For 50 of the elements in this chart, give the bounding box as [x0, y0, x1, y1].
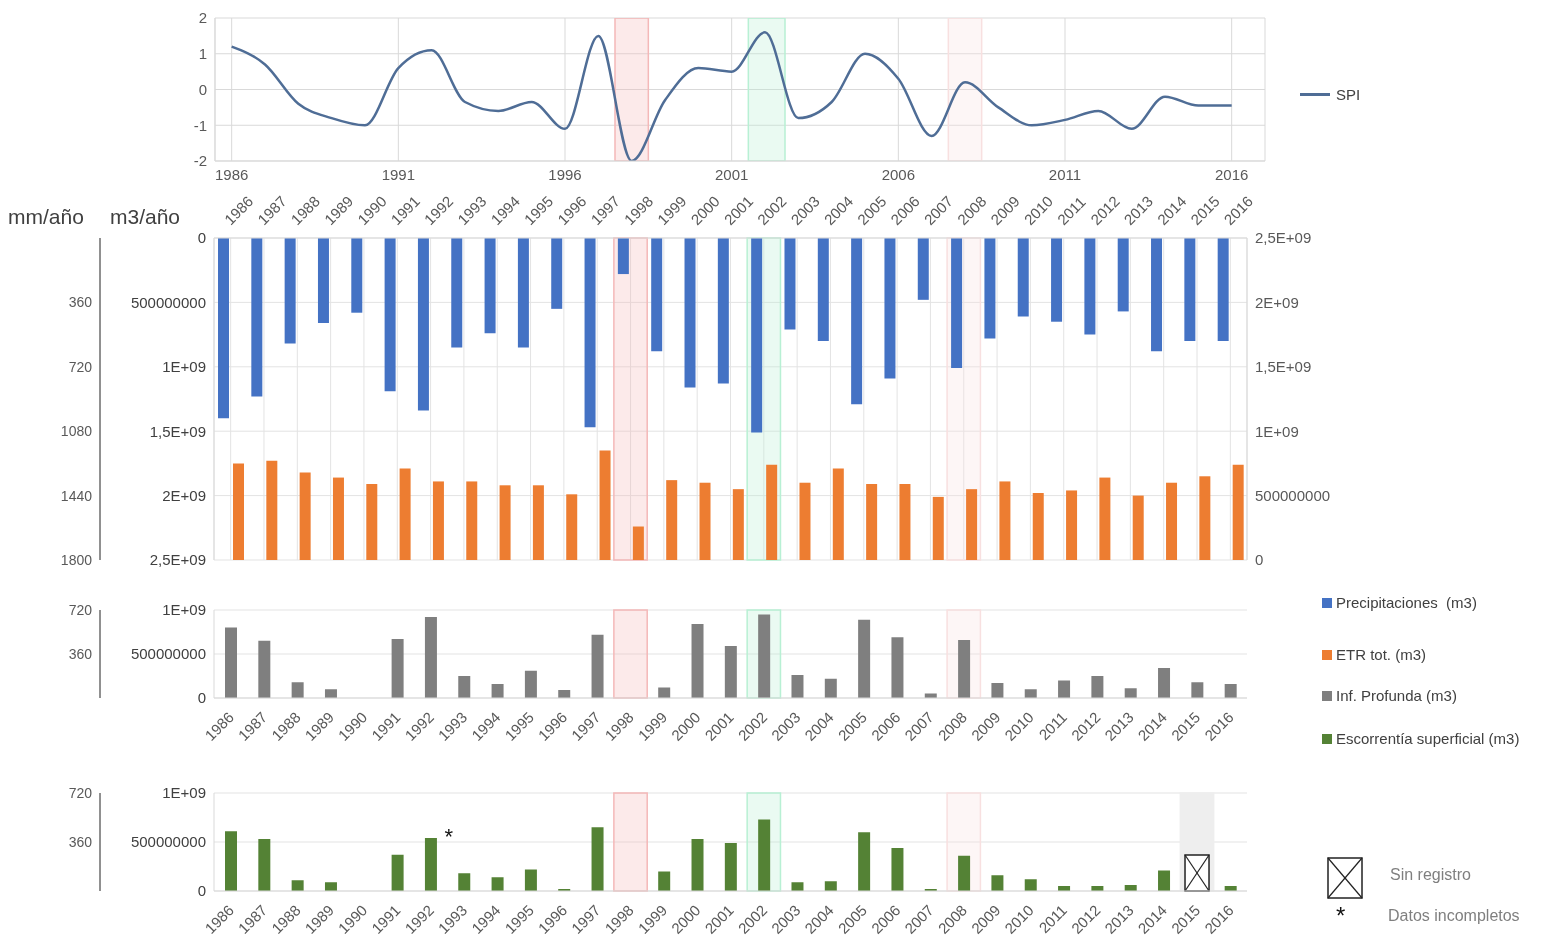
x-tick-label: 1996 — [548, 165, 582, 183]
y-tick-label: 500000000 — [130, 293, 206, 311]
legend-label: Precipitaciones (m3) — [1336, 594, 1477, 611]
y3-tick-label: 720 — [68, 358, 93, 375]
y-tick-label: 0 — [197, 229, 206, 247]
y3-tick-label: 720 — [68, 784, 93, 801]
legend-label: Inf. Profunda (m3) — [1336, 687, 1457, 704]
y2-tick-label: 2E+09 — [1255, 293, 1299, 311]
x-tick-label: 2016 — [1214, 165, 1249, 183]
y-tick-label: 500000000 — [130, 645, 206, 663]
y3-axis-title: mm/año — [8, 205, 84, 229]
y-axis-title: m3/año — [110, 205, 181, 229]
y3-tick-label: 1800 — [60, 551, 93, 568]
y2-tick-label: 1E+09 — [1255, 422, 1299, 440]
text: Datos incompletos — [1388, 907, 1520, 925]
y-tick-label: 1E+09 — [162, 601, 206, 619]
y2-tick-label: 0 — [1255, 551, 1264, 569]
y3-tick-label: 360 — [68, 833, 93, 850]
y2-tick-label: 500000000 — [1255, 486, 1331, 504]
x-tick-label: 1986 — [214, 165, 249, 183]
y-tick-label: 2E+09 — [162, 486, 206, 504]
annotation: * — [444, 823, 454, 849]
y3-tick-label: 1440 — [60, 487, 93, 504]
legend-label: SPI — [1336, 86, 1361, 103]
y-tick-label: 1 — [198, 45, 207, 63]
y-tick-label: 2,5E+09 — [149, 551, 206, 569]
x-tick-label: 2011 — [1048, 165, 1082, 183]
legend-label: Escorrentía superficial (m3) — [1336, 730, 1520, 747]
x-tick-label: 2006 — [881, 165, 916, 183]
text: * — [1336, 902, 1346, 930]
y-tick-label: 2 — [198, 9, 207, 27]
y-tick-label: 500000000 — [130, 833, 206, 851]
y3-tick-label: 1080 — [60, 423, 93, 440]
y3-tick-label: 720 — [68, 601, 93, 618]
y-tick-label: -2 — [193, 152, 207, 170]
legend-label: ETR tot. (m3) — [1336, 646, 1427, 663]
y-tick-label: 0 — [197, 689, 206, 707]
y-tick-label: 1E+09 — [162, 784, 206, 802]
x-tick-label: 2001 — [714, 165, 749, 183]
y3-tick-label: 360 — [68, 645, 93, 662]
y2-tick-label: 1,5E+09 — [1255, 358, 1312, 376]
x-tick-label: 1991 — [381, 165, 416, 183]
y3-tick-label: 360 — [68, 294, 93, 311]
y-tick-label: 0 — [197, 882, 206, 900]
y-tick-label: 1,5E+09 — [149, 422, 206, 440]
y-tick-label: 0 — [198, 80, 207, 98]
text: Sin registro — [1390, 866, 1471, 884]
y-tick-label: 1E+09 — [162, 358, 206, 376]
y2-tick-label: 2,5E+09 — [1255, 229, 1312, 247]
y-tick-label: -1 — [193, 116, 207, 134]
